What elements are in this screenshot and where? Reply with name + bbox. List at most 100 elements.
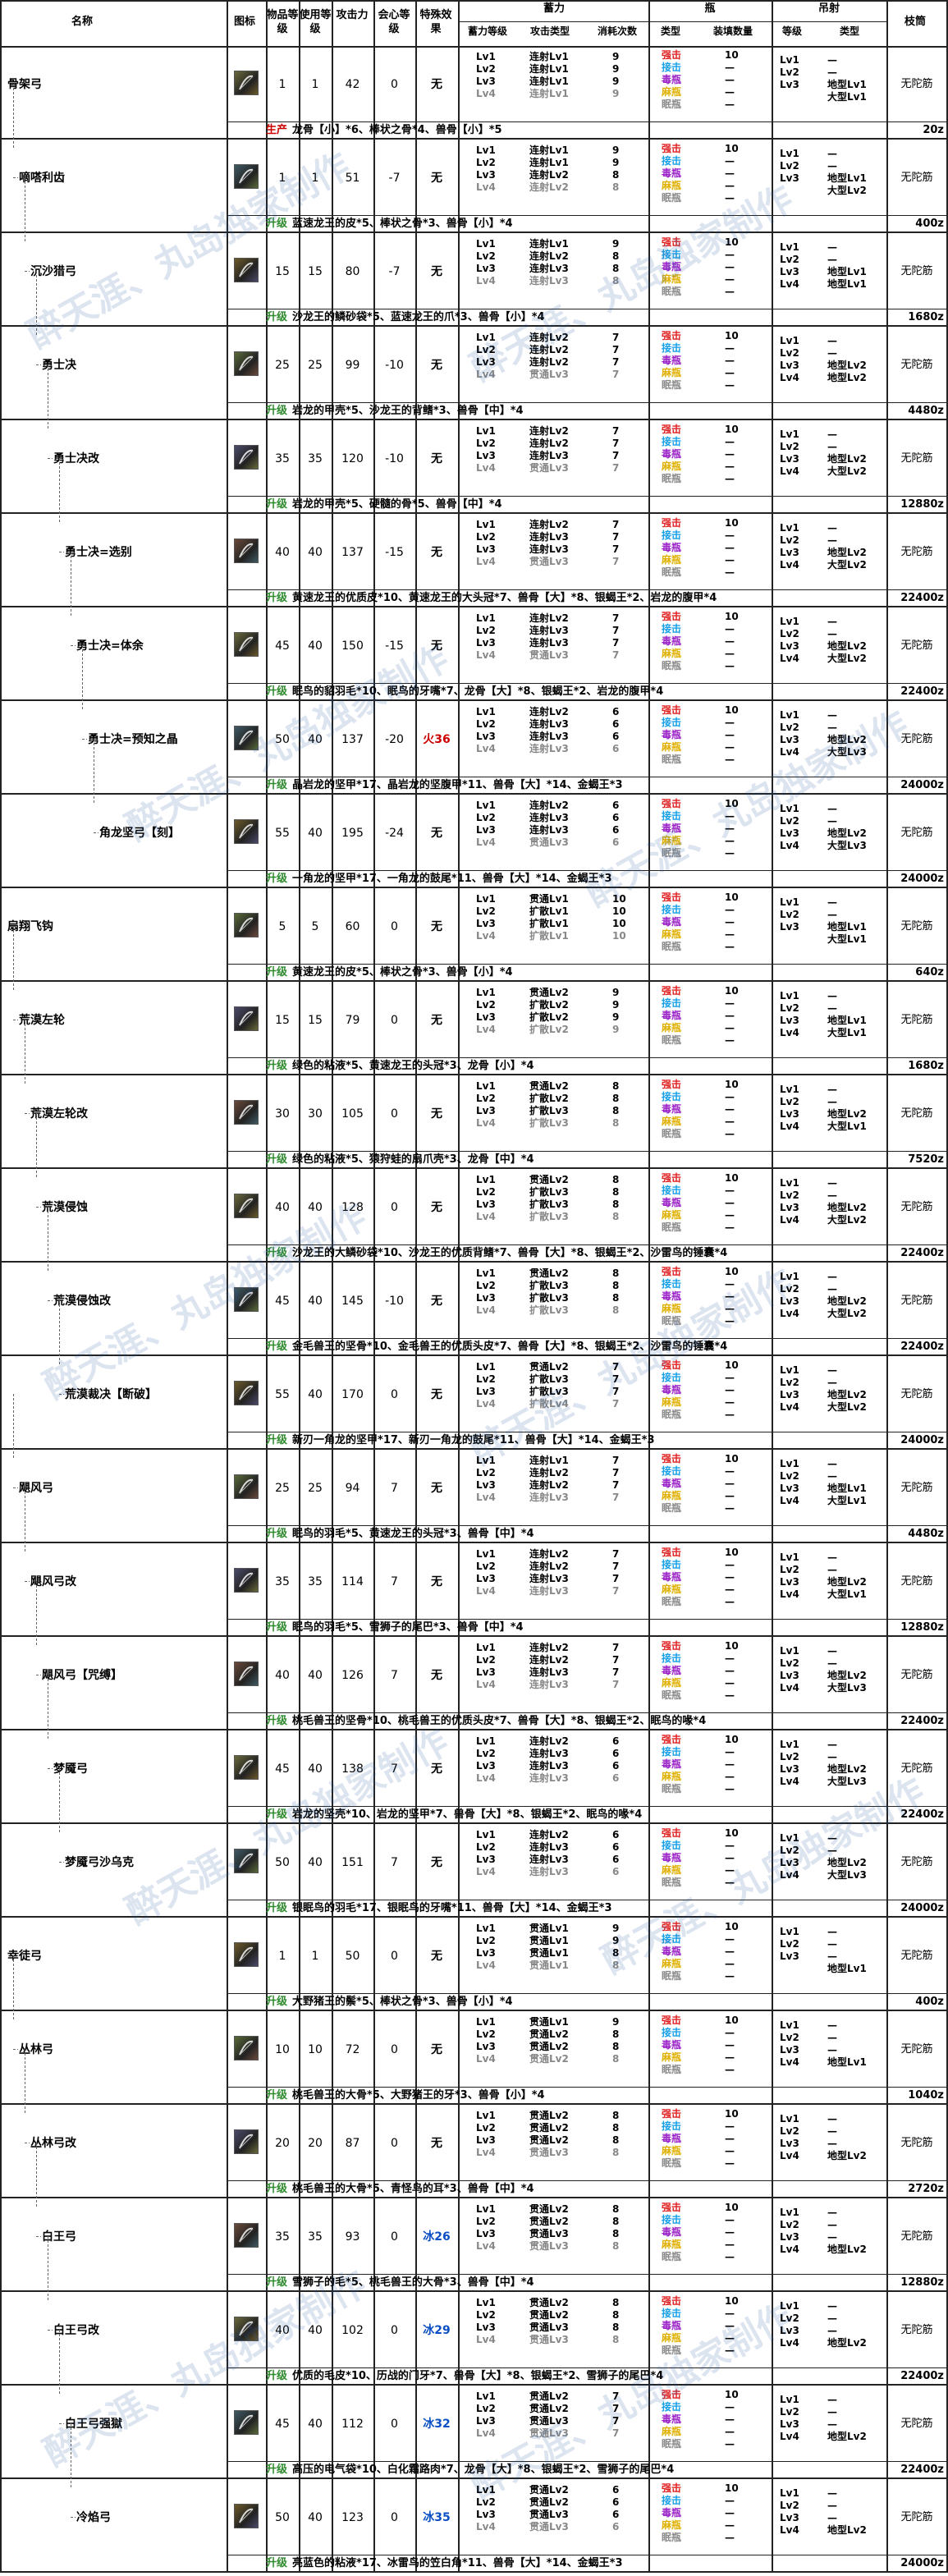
charge-attack-type: 贯通Lv3 [529, 462, 569, 474]
material-line: 升级 蓝速龙王的皮*5、棒状之骨*3、兽骨【小】*4 [266, 218, 513, 231]
charge-consume: 6 [612, 824, 620, 836]
row-border [0, 1635, 948, 1637]
price: 22400z [900, 1247, 944, 1259]
stat-special: 无 [431, 1014, 442, 1027]
bottle-count: — [725, 542, 735, 553]
stat-req: 40 [308, 1856, 323, 1869]
charge-level: Lv1 [476, 425, 496, 437]
stat-rarity: 35 [275, 2230, 290, 2244]
bottle-count: — [725, 1384, 735, 1396]
slots-value: 无陀筋 [900, 546, 933, 558]
bottle-type: 毒瓶 [662, 261, 682, 273]
charge-attack-type: 连射Lv2 [529, 1654, 569, 1666]
bottle-count: — [725, 2027, 735, 2038]
arc-level: Lv1 [780, 1552, 799, 1563]
bottle-count: — [725, 461, 735, 472]
header-charge-level: 蓄力等级 [467, 25, 507, 37]
bow-icon [234, 1100, 259, 1125]
charge-consume: 9 [612, 1024, 620, 1035]
material-tag: 升级 [266, 1621, 288, 1634]
arc-level: Lv1 [780, 1645, 799, 1657]
charge-consume: 7 [612, 1479, 620, 1491]
bottle-type: 强击 [662, 1453, 682, 1464]
arc-type: — [827, 2406, 837, 2418]
material-tag: 升级 [266, 218, 288, 230]
bottle-count: — [725, 1502, 735, 1514]
charge-consume: 8 [612, 2110, 620, 2121]
bottle-type: 眠瓶 [662, 1315, 682, 1327]
bottle-count: — [725, 1278, 735, 1290]
column-border [299, 0, 300, 2573]
price: 1680z [908, 1060, 944, 1072]
charge-consume: 7 [612, 2415, 620, 2427]
column-border [648, 0, 650, 2573]
arc-level: Lv4 [780, 278, 799, 290]
charge-consume: 10 [612, 905, 626, 917]
table-row: 勇士决改 35 35 120 -10 无 Lv1 连射Lv2 7 Lv2 连射Lv2 7 Lv3 连射Lv… [0, 364, 948, 514]
stat-attack: 42 [345, 78, 360, 91]
stat-req: 40 [308, 733, 323, 746]
material-tag: 升级 [266, 498, 288, 511]
stat-affinity: -7 [388, 172, 401, 185]
charge-level: Lv3 [476, 1011, 496, 1023]
slots-value: 无陀筋 [900, 733, 933, 745]
charge-attack-type: 连射Lv3 [529, 743, 569, 754]
charge-consume: 6 [612, 800, 620, 811]
charge-consume: 9 [612, 88, 620, 99]
tree-branch-vertical [59, 1300, 60, 1364]
stat-attack: 151 [341, 1856, 364, 1869]
bottle-count: — [725, 1103, 735, 1115]
charge-level: Lv2 [476, 1935, 496, 1946]
charge-consume: 6 [612, 1748, 620, 1759]
stat-affinity: 0 [391, 2511, 398, 2524]
bow-icon [234, 1194, 259, 1218]
charge-level: Lv2 [476, 2309, 496, 2321]
charge-level: Lv3 [476, 1947, 496, 1959]
slots-value: 无陀筋 [900, 78, 933, 90]
tree-branch-vertical [59, 458, 60, 522]
header-rarity: 物品等级 [266, 9, 299, 35]
bow-icon [234, 2129, 259, 2154]
table-row: 勇士决=预知之晶 50 40 137 -20 火36 Lv1 连射Lv2 6 Lv2 连射Lv3 6 L… [0, 645, 948, 795]
bottle-count: 10 [725, 1172, 739, 1184]
charge-level: Lv3 [476, 169, 496, 181]
tree-branch-vertical [36, 2143, 37, 2207]
charge-attack-type: 贯通Lv2 [529, 2028, 569, 2040]
bottle-type: 麻瓶 [662, 180, 682, 191]
material-tag: 升级 [266, 2089, 288, 2102]
weapon-name: 骨架弓 [7, 76, 43, 92]
charge-attack-type: 扩散Lv2 [529, 1011, 569, 1023]
price: 24000z [900, 2557, 944, 2569]
charge-attack-type: 连射Lv2 [529, 706, 569, 717]
arc-level: Lv2 [780, 441, 799, 452]
material-tag: 升级 [266, 1434, 288, 1446]
charge-attack-type: 贯通Lv3 [529, 2147, 569, 2158]
bottle-count: — [725, 660, 735, 672]
column-border [458, 0, 460, 2573]
charge-consume: 9 [612, 999, 620, 1011]
charge-level: Lv4 [476, 1398, 496, 1409]
bottle-type: 接击 [662, 2308, 682, 2319]
row-border [0, 699, 948, 701]
arc-type: 地型Lv2 [827, 1295, 867, 1307]
stat-rarity: 45 [275, 639, 290, 653]
charge-level: Lv3 [476, 263, 496, 274]
bottle-count: — [725, 729, 735, 740]
bottle-type: 麻瓶 [662, 2239, 682, 2250]
price: 1040z [908, 2089, 944, 2102]
charge-consume: 8 [612, 2240, 620, 2252]
charge-level: Lv3 [476, 2134, 496, 2146]
bow-icon [234, 632, 259, 657]
table-row: 荒漠侵蚀改 45 40 145 -10 无 Lv1 贯通Lv2 8 Lv2 扩散Lv3 8 Lv3 扩散L… [0, 1207, 948, 1356]
charge-level: Lv2 [476, 157, 496, 168]
bottle-count: 10 [725, 1734, 739, 1745]
charge-level: Lv2 [476, 531, 496, 543]
header-req-level: 使用等级 [299, 9, 332, 35]
bottle-type: 强击 [662, 49, 682, 61]
charge-consume: 6 [612, 1760, 620, 1772]
slots-value: 无陀筋 [900, 1295, 933, 1307]
charge-attack-type: 扩散Lv1 [529, 918, 569, 929]
bottle-type: 毒瓶 [662, 1758, 682, 1770]
stat-attack: 150 [341, 639, 364, 653]
bottle-type: 麻瓶 [662, 1490, 682, 1501]
